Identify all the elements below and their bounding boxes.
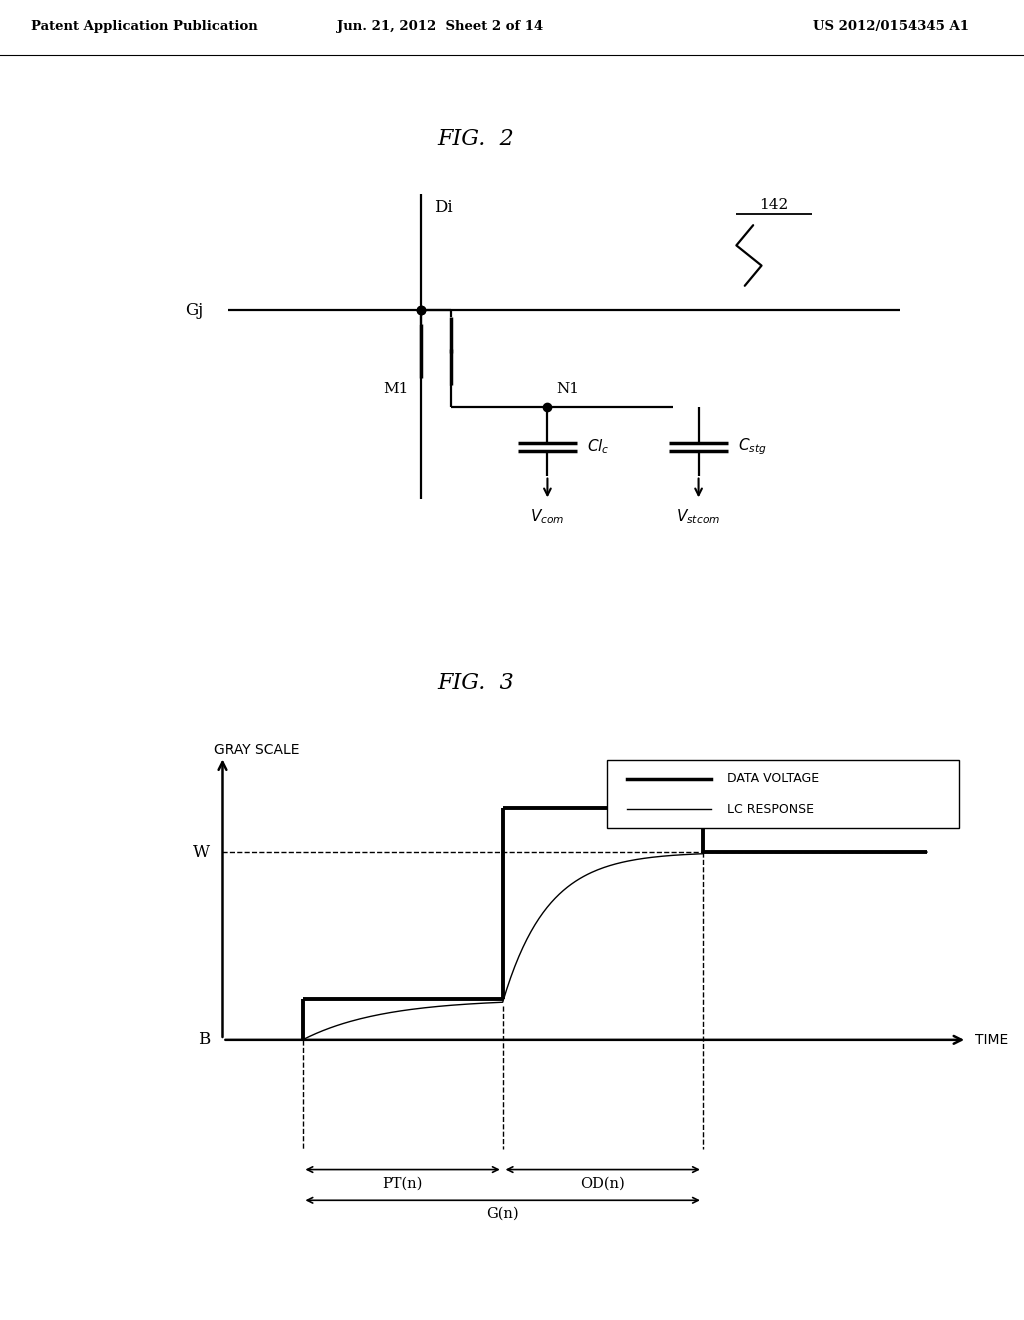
Text: Gj: Gj — [185, 302, 203, 319]
Text: Di: Di — [434, 199, 453, 215]
Text: $C_{stg}$: $C_{stg}$ — [738, 437, 767, 457]
Text: B: B — [199, 1031, 211, 1048]
Text: $V_{stcom}$: $V_{stcom}$ — [677, 507, 721, 525]
Text: N1: N1 — [556, 381, 579, 396]
Text: US 2012/0154345 A1: US 2012/0154345 A1 — [813, 20, 969, 33]
Text: FIG.  2: FIG. 2 — [438, 128, 514, 149]
Text: OD(n): OD(n) — [581, 1176, 625, 1191]
Text: Jun. 21, 2012  Sheet 2 of 14: Jun. 21, 2012 Sheet 2 of 14 — [337, 20, 544, 33]
Text: Patent Application Publication: Patent Application Publication — [31, 20, 257, 33]
Text: $Cl_c$: $Cl_c$ — [587, 437, 609, 457]
Text: PT(n): PT(n) — [382, 1176, 423, 1191]
Text: $V_{com}$: $V_{com}$ — [530, 507, 564, 525]
Text: M1: M1 — [384, 383, 409, 396]
Bar — [607, 760, 959, 828]
Text: G(n): G(n) — [486, 1206, 519, 1221]
Text: DATA VOLTAGE: DATA VOLTAGE — [727, 772, 819, 785]
Text: 142: 142 — [760, 198, 788, 211]
Text: GRAY SCALE: GRAY SCALE — [214, 743, 300, 756]
Text: FIG.  3: FIG. 3 — [438, 672, 514, 694]
Text: W: W — [194, 843, 211, 861]
Text: LC RESPONSE: LC RESPONSE — [727, 803, 814, 816]
Text: TIME: TIME — [975, 1032, 1009, 1047]
